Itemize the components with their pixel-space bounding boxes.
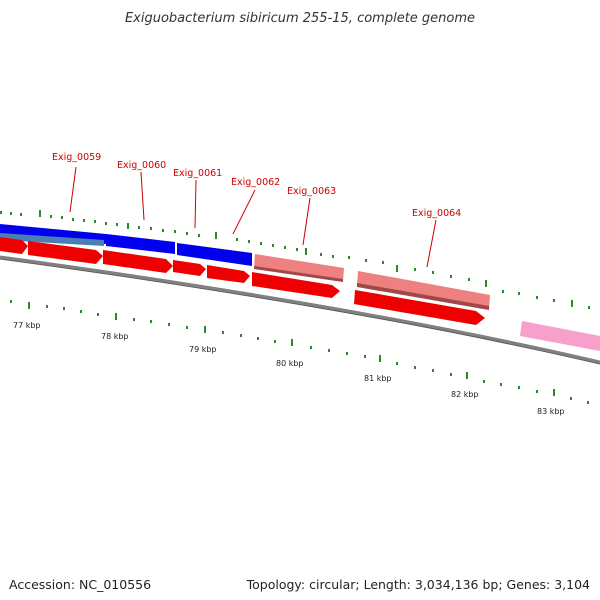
feature-next-pink[interactable]	[520, 321, 600, 351]
feature-exig-0063-shadow	[254, 266, 343, 282]
feature-exig-0064-shadow	[357, 283, 489, 310]
gene-label-exig-0061[interactable]: Exig_0061	[173, 168, 222, 179]
rev-gene-4[interactable]	[173, 260, 206, 276]
genome-backbone	[0, 255, 600, 364]
cds-exig-0059-light[interactable]	[0, 233, 104, 246]
rev-gene-1[interactable]	[0, 237, 28, 254]
genome-title: Exiguobacterium sibiricum 255-15, comple…	[125, 11, 475, 26]
rev-gene-7[interactable]	[354, 290, 485, 325]
feature-exig-0063[interactable]	[254, 254, 344, 281]
kbp-label-83: 83 kbp	[537, 407, 565, 416]
kbp-label-82: 82 kbp	[451, 390, 479, 399]
outer-scale-ticks	[0, 210, 590, 309]
rev-gene-5[interactable]	[207, 265, 250, 283]
gene-label-exig-0060[interactable]: Exig_0060	[117, 160, 166, 171]
gene-label-leaders	[69, 166, 437, 268]
rev-gene-6[interactable]	[252, 272, 340, 298]
cds-exig-0061[interactable]	[177, 243, 252, 266]
kbp-label-80: 80 kbp	[276, 359, 304, 368]
gene-label-exig-0062[interactable]: Exig_0062	[231, 177, 280, 188]
reverse-strand-track	[0, 237, 485, 325]
feature-exig-0064[interactable]	[357, 271, 490, 309]
topology-label: Topology: circular; Length: 3,034,136 bp…	[246, 577, 590, 592]
kbp-label-77: 77 kbp	[13, 321, 41, 330]
kbp-label-79: 79 kbp	[189, 345, 217, 354]
rna-track	[254, 254, 600, 351]
gene-label-exig-0064[interactable]: Exig_0064	[412, 208, 461, 219]
genome-backbone-shadow	[0, 258, 600, 365]
gene-label-exig-0063[interactable]: Exig_0063	[287, 186, 336, 197]
forward-strand-track	[0, 224, 252, 266]
kbp-label-78: 78 kbp	[101, 332, 129, 341]
gene-labels: Exig_0059 Exig_0060 Exig_0061 Exig_0062 …	[52, 152, 461, 219]
accession-label: Accession: NC_010556	[9, 577, 152, 592]
kbp-label-81: 81 kbp	[364, 374, 392, 383]
kbp-labels: 77 kbp 78 kbp 79 kbp 80 kbp 81 kbp 82 kb…	[13, 321, 565, 416]
inner-scale-ticks	[10, 300, 589, 404]
cds-exig-0060[interactable]	[106, 234, 175, 254]
rev-gene-3[interactable]	[103, 250, 173, 273]
rev-gene-2[interactable]	[28, 241, 103, 264]
gene-label-exig-0059[interactable]: Exig_0059	[52, 152, 101, 163]
